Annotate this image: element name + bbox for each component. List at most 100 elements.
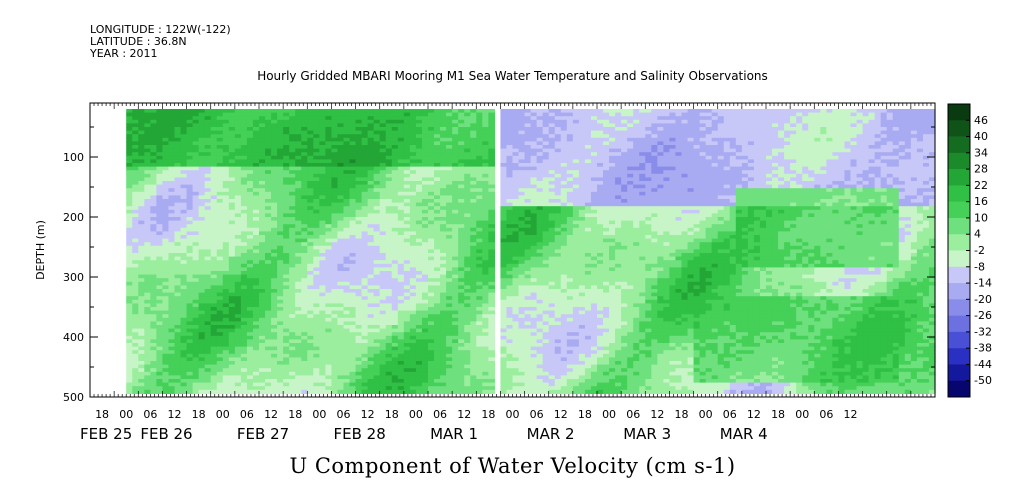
heatmap-cell (240, 271, 248, 276)
heatmap-cell (409, 134, 417, 139)
heatmap-cell (409, 213, 417, 218)
heatmap-cell (301, 148, 308, 153)
heatmap-cell (240, 130, 248, 135)
heatmap-cell (246, 170, 254, 175)
heatmap-cell (500, 145, 508, 150)
heatmap-cell (452, 145, 459, 150)
heatmap-cell (228, 242, 236, 247)
heatmap-cell (428, 199, 435, 204)
heatmap-cell (192, 173, 200, 178)
heatmap-cell (458, 134, 465, 139)
heatmap-cell (337, 249, 345, 254)
heatmap-cell (162, 371, 170, 376)
heatmap-cell (222, 141, 230, 146)
heatmap-cell (198, 155, 206, 160)
heatmap-cell (331, 249, 339, 254)
heatmap-cell (458, 353, 465, 358)
heatmap-cell (192, 281, 200, 286)
heatmap-cell (397, 209, 405, 214)
heatmap-cell (210, 152, 218, 157)
heatmap-cell (180, 159, 188, 164)
heatmap-cell (132, 191, 139, 196)
heatmap-cell (259, 173, 266, 178)
heatmap-cell (440, 328, 447, 333)
heatmap-cell (265, 209, 272, 214)
heatmap-cell (186, 181, 194, 186)
heatmap-cell (192, 332, 200, 337)
heatmap-cell (198, 296, 206, 301)
heatmap-cell (361, 285, 369, 290)
heatmap-cell (192, 296, 200, 301)
heatmap-cell (126, 213, 133, 218)
heatmap-cell (162, 191, 170, 196)
heatmap-cell (349, 134, 357, 139)
heatmap-cell (500, 274, 508, 279)
heatmap-cell (168, 299, 176, 304)
heatmap-cell (150, 310, 157, 315)
heatmap-cell (391, 346, 399, 351)
heatmap-cell (246, 181, 254, 186)
heatmap-cell (259, 274, 266, 279)
heatmap-cell (174, 152, 182, 157)
heatmap-cell (222, 134, 230, 139)
heatmap-cell (198, 386, 206, 391)
heatmap-cell (506, 141, 514, 146)
heatmap-cell (482, 127, 489, 132)
heatmap-cell (325, 343, 333, 348)
heatmap-cell (367, 238, 375, 243)
heatmap-cell (259, 314, 266, 319)
heatmap-cell (162, 245, 170, 250)
heatmap-cell (482, 256, 489, 261)
heatmap-cell (403, 289, 411, 294)
heatmap-cell (192, 256, 200, 261)
heatmap-cell (271, 278, 278, 283)
heatmap-cell (240, 155, 248, 160)
heatmap-cell (210, 292, 218, 297)
heatmap-cell (295, 332, 302, 337)
heatmap-cell (361, 278, 369, 283)
heatmap-cell (252, 217, 260, 222)
heatmap-cell (307, 289, 314, 294)
heatmap-cell (337, 195, 345, 200)
heatmap-cell (428, 141, 435, 146)
heatmap-cell (156, 209, 164, 214)
heatmap-cell (415, 328, 423, 333)
heatmap-cell (222, 357, 230, 362)
heatmap-cell (277, 303, 284, 308)
heatmap-cell (391, 285, 399, 290)
heatmap-cell (313, 199, 320, 204)
heatmap-cell (289, 278, 296, 283)
heatmap-cell (373, 325, 381, 330)
heatmap-cell (307, 227, 314, 232)
heatmap-cell (379, 217, 387, 222)
heatmap-cell (343, 267, 351, 272)
heatmap-cell (204, 263, 212, 268)
heatmap-cell (313, 332, 320, 337)
heatmap-cell (180, 310, 188, 315)
heatmap-cell (301, 389, 308, 394)
heatmap-cell (403, 181, 411, 186)
heatmap-cell (385, 116, 393, 121)
heatmap-cell (246, 134, 254, 139)
heatmap-cell (391, 249, 399, 254)
heatmap-cell (331, 177, 339, 182)
heatmap-cell (252, 278, 260, 283)
heatmap-cell (180, 123, 188, 128)
heatmap-cell (234, 127, 242, 132)
heatmap-cell (265, 213, 272, 218)
heatmap-cell (403, 134, 411, 139)
heatmap-cell (216, 379, 224, 384)
heatmap-cell (343, 116, 351, 121)
heatmap-cell (307, 364, 314, 369)
heatmap-cell (192, 285, 200, 290)
heatmap-cell (162, 213, 170, 218)
heatmap-cell (488, 130, 495, 135)
heatmap-cell (343, 357, 351, 362)
heatmap-cell (228, 278, 236, 283)
heatmap-cell (337, 163, 345, 168)
heatmap-cell (506, 260, 514, 265)
heatmap-cell (434, 375, 441, 380)
heatmap-cell (198, 199, 206, 204)
heatmap-cell (156, 141, 164, 146)
heatmap-cell (289, 184, 296, 189)
